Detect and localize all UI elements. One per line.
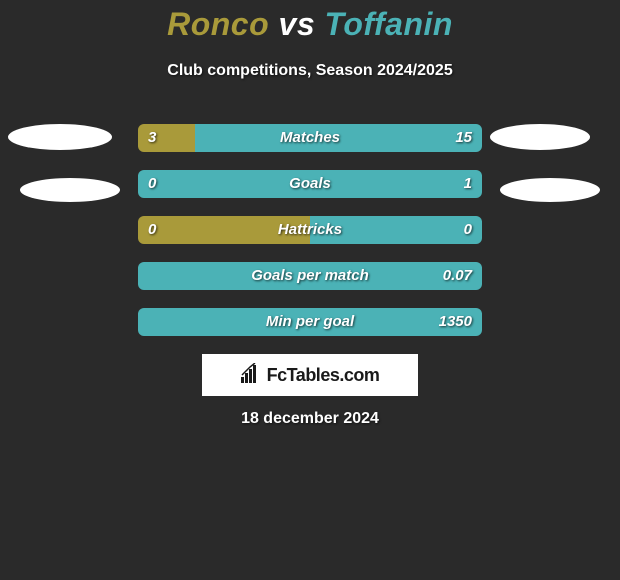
stats-bars: Matches315Goals01Hattricks00Goals per ma… xyxy=(138,124,482,354)
stat-value-left: 0 xyxy=(148,216,156,244)
stat-value-left: 0 xyxy=(148,170,156,198)
stat-label: Goals xyxy=(138,170,482,198)
title-player-right: Toffanin xyxy=(325,6,453,42)
stat-row: Min per goal1350 xyxy=(138,308,482,336)
stat-row: Hattricks0 0 xyxy=(138,216,482,244)
stat-row: Goals0 1 xyxy=(138,170,482,198)
stat-value-right: 1 xyxy=(464,170,472,198)
stat-row: Matches3 15 xyxy=(138,124,482,152)
stat-label: Goals per match xyxy=(138,262,482,290)
avatar-placeholder-right-1 xyxy=(490,124,590,150)
bar-chart-icon xyxy=(241,363,263,388)
subtitle: Club competitions, Season 2024/2025 xyxy=(0,62,620,80)
stat-value-right: 0.07 xyxy=(443,262,472,290)
date-text: 18 december 2024 xyxy=(0,410,620,428)
stat-label: Matches xyxy=(138,124,482,152)
stat-row: Goals per match0.07 xyxy=(138,262,482,290)
stat-label: Hattricks xyxy=(138,216,482,244)
logo-box: FcTables.com xyxy=(202,354,418,396)
stat-label: Min per goal xyxy=(138,308,482,336)
logo: FcTables.com xyxy=(241,363,380,388)
stat-value-right: 15 xyxy=(455,124,472,152)
avatar-placeholder-left-2 xyxy=(20,178,120,202)
stat-value-left: 3 xyxy=(148,124,156,152)
page-title: Ronco vs Toffanin xyxy=(0,6,620,43)
title-vs: vs xyxy=(269,6,324,42)
avatar-placeholder-left-1 xyxy=(8,124,112,150)
logo-text: FcTables.com xyxy=(267,365,380,386)
stat-value-right: 0 xyxy=(464,216,472,244)
title-player-left: Ronco xyxy=(167,6,269,42)
comparison-card: Ronco vs Toffanin Club competitions, Sea… xyxy=(0,0,620,580)
avatar-placeholder-right-2 xyxy=(500,178,600,202)
stat-value-right: 1350 xyxy=(439,308,472,336)
